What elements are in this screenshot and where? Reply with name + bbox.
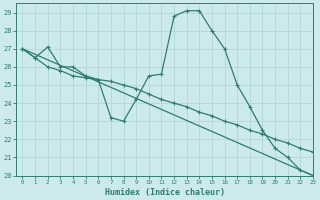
X-axis label: Humidex (Indice chaleur): Humidex (Indice chaleur) <box>105 188 225 197</box>
